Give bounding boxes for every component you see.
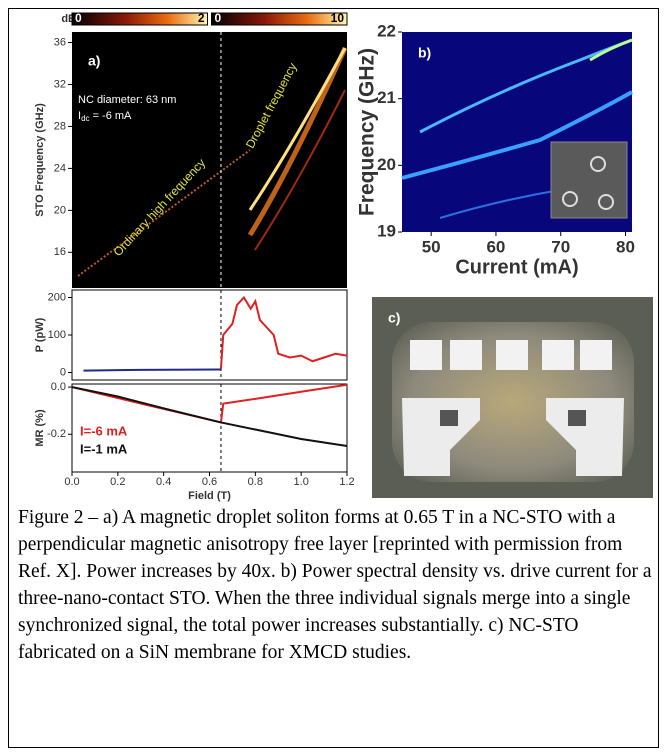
- x-axis-label: Current (mA): [455, 256, 578, 278]
- colorbar: [71, 12, 208, 26]
- annotation-text: = -6 mA: [90, 110, 133, 122]
- y-tick-label: 36: [54, 36, 66, 48]
- x-tick-label: 0.0: [64, 476, 79, 488]
- figure-border: [8, 8, 659, 748]
- photo: [372, 297, 653, 498]
- colorbar-min: 0: [75, 11, 82, 25]
- y-tick-label: 32: [54, 78, 66, 90]
- x-tick-label: 0.2: [110, 476, 125, 488]
- x-tick-label: 0.8: [248, 476, 263, 488]
- x-tick-label: 70: [551, 237, 570, 256]
- x-tick-label: 80: [616, 237, 635, 256]
- y-axis-label: STO Frequency (GHz): [34, 103, 46, 217]
- annotation: Idc = -6 mA: [78, 110, 132, 123]
- y-tick-label: 0.0: [51, 381, 66, 393]
- annotation-symbol: I: [78, 110, 81, 122]
- y-tick-label: 20: [54, 204, 66, 216]
- x-axis-label: Field (T): [188, 490, 231, 502]
- heatmap-traces: [401, 38, 633, 219]
- y-tick-label: 16: [54, 246, 66, 258]
- y-axis-label: MR (%): [34, 409, 46, 447]
- y-tick-label: 20: [377, 155, 396, 174]
- annotation-subscript: dc: [81, 114, 89, 123]
- panel-label: a): [88, 53, 100, 69]
- x-tick-label: 0.6: [202, 476, 217, 488]
- y-axis-label: P (pW): [34, 317, 46, 352]
- x-tick-label: 60: [486, 237, 505, 256]
- x-tick-label: 1.0: [294, 476, 309, 488]
- inset-image: [550, 141, 628, 219]
- y-tick-label: 200: [48, 291, 66, 303]
- colorbar: [211, 12, 348, 26]
- colorbar-max: 10: [331, 11, 345, 25]
- y-tick-label: -0.2: [47, 428, 66, 440]
- data-line: [219, 295, 348, 369]
- x-tick-label: 1.2: [339, 476, 354, 488]
- colorbar-max: 2: [198, 11, 205, 25]
- caption: Figure 2 – a) A magnetic droplet soliton…: [18, 507, 652, 663]
- annotation: NC diameter: 63 nm: [78, 94, 176, 106]
- legend-label: I=-1 mA: [80, 441, 128, 456]
- colorbar-min: 0: [215, 11, 222, 25]
- data-line: [71, 386, 348, 448]
- heatmap-a: [72, 32, 347, 288]
- data-line: [71, 383, 348, 424]
- x-tick-label: 0.4: [156, 476, 171, 488]
- y-tick-label: 21: [377, 88, 396, 107]
- x-tick-label: 50: [422, 237, 441, 256]
- legend-label: I=-6 mA: [80, 423, 128, 438]
- y-tick-label: 19: [377, 221, 396, 240]
- data-line: [83, 368, 221, 372]
- y-axis-label: Frequency (GHz): [356, 48, 379, 216]
- y-tick-label: 22: [377, 21, 396, 40]
- y-tick-label: 0: [60, 366, 66, 378]
- y-tick-label: 24: [54, 162, 66, 174]
- panel-label: c): [388, 310, 400, 326]
- y-tick-label: 28: [54, 120, 66, 132]
- y-tick-label: 100: [48, 329, 66, 341]
- panel-label: b): [418, 45, 431, 61]
- plot-frame: [71, 289, 348, 381]
